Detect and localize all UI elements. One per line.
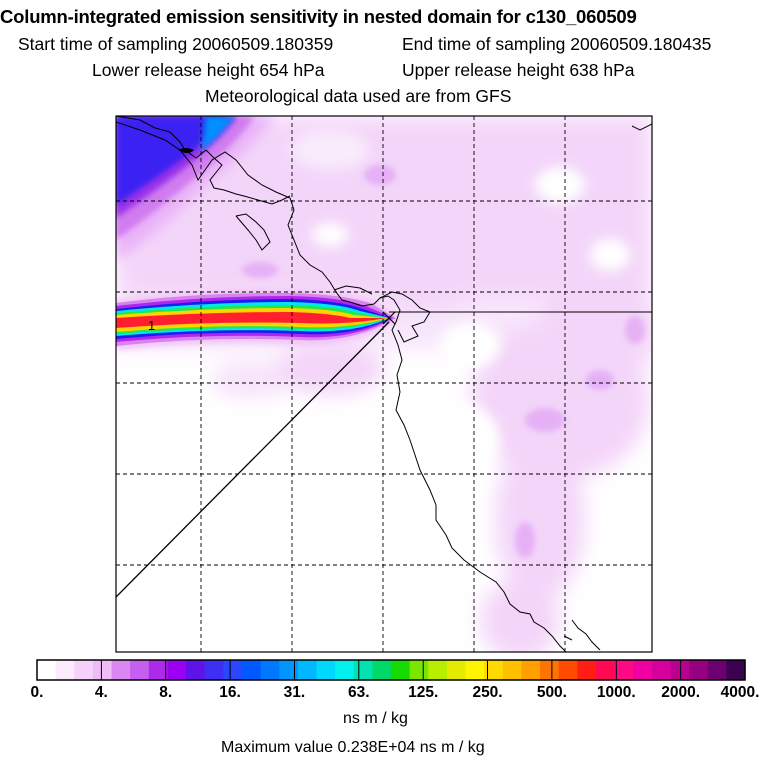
- colorbar-cell: [37, 660, 57, 680]
- coastlines: [116, 116, 652, 652]
- colorbar-cell: [316, 660, 336, 680]
- colorbar-tick-label: 500.: [536, 684, 567, 701]
- colorbar-cell: [55, 660, 75, 680]
- colorbar-cell: [558, 660, 578, 680]
- colorbar-tick-label: 250.: [472, 684, 503, 701]
- plume-label-one: 1: [148, 318, 155, 333]
- island-marker: [178, 148, 194, 153]
- colorbar-cell: [651, 660, 672, 680]
- colorbar-cell: [707, 660, 727, 680]
- colorbar-tick-label: 31.: [283, 684, 306, 701]
- colorbar-cell: [521, 660, 541, 680]
- colorbar-cell: [465, 660, 485, 680]
- lower-release-label: Lower release height 654 hPa: [92, 60, 325, 80]
- map-plot-area: 1: [116, 116, 652, 652]
- colorbar-cell: [726, 660, 746, 680]
- colorbar-cell: [241, 660, 262, 680]
- colorbar-cell: [540, 660, 560, 680]
- map-frame: [115, 115, 653, 653]
- colorbar-tick-label: 63.: [348, 684, 370, 701]
- lat-lon-grid: [116, 116, 652, 652]
- colorbar-tick-label: 8.: [159, 684, 173, 701]
- emission-plume: [116, 289, 400, 350]
- colorbar-cell: [148, 660, 169, 680]
- max-value-label: Maximum value 0.238E+04 ns m / kg: [221, 739, 485, 756]
- met-data-label: Meteorological data used are from GFS: [205, 86, 512, 106]
- colorbar-cell: [204, 660, 224, 680]
- colorbar-tick-label: 4000.: [720, 684, 760, 701]
- start-time-label: Start time of sampling 20060509.180359: [18, 34, 334, 54]
- colorbar-cell: [577, 660, 597, 680]
- colorbar: [36, 660, 746, 680]
- colorbar-tick-label: 16.: [219, 684, 241, 701]
- colorbar-cell: [372, 660, 392, 680]
- colorbar-tick-label: 1000.: [596, 684, 636, 701]
- colorbar-tick-label: 2000.: [661, 684, 701, 701]
- colorbar-cell: [297, 660, 318, 680]
- colorbar-cell: [279, 660, 299, 680]
- colorbar-cell: [595, 660, 616, 680]
- colorbar-cell: [335, 660, 355, 680]
- colorbar-cell: [409, 660, 429, 680]
- colorbar-cell: [391, 660, 411, 680]
- colorbar-cell: [484, 660, 504, 680]
- colorbar-cell: [260, 660, 280, 680]
- colorbar-tick-label: 125.: [408, 684, 439, 701]
- map-title: Column-integrated emission sensitivity i…: [0, 6, 637, 27]
- colorbar-cell: [92, 660, 113, 680]
- upper-release-label: Upper release height 638 hPa: [402, 60, 635, 80]
- release-diagonal-line: [116, 321, 390, 598]
- colorbar-cell: [186, 660, 206, 680]
- end-time-label: End time of sampling 20060509.180435: [402, 34, 712, 54]
- colorbar-cell: [353, 660, 373, 680]
- colorbar-frame: [36, 659, 746, 681]
- receptor-marker: [382, 311, 396, 325]
- colorbar-cell: [446, 660, 467, 680]
- colorbar-cell: [167, 660, 187, 680]
- colorbar-cell: [111, 660, 131, 680]
- colorbar-cell: [670, 660, 690, 680]
- colorbar-cell: [689, 660, 709, 680]
- sensitivity-speckles: [242, 165, 645, 558]
- northwest-high-sensitivity: [116, 116, 275, 262]
- colorbar-cell: [428, 660, 448, 680]
- colorbar-tick-label: 0.: [30, 684, 44, 701]
- colorbar-tick-label: 4.: [94, 684, 108, 701]
- colorbar-cell: [130, 660, 150, 680]
- colorbar-cell: [502, 660, 523, 680]
- sensitivity-gaps: [290, 130, 650, 640]
- colorbar-units: ns m / kg: [343, 710, 408, 727]
- colorbar-cell: [223, 660, 243, 680]
- colorbar-cell: [74, 660, 94, 680]
- colorbar-cell: [633, 660, 653, 680]
- colorbar-cell: [614, 660, 634, 680]
